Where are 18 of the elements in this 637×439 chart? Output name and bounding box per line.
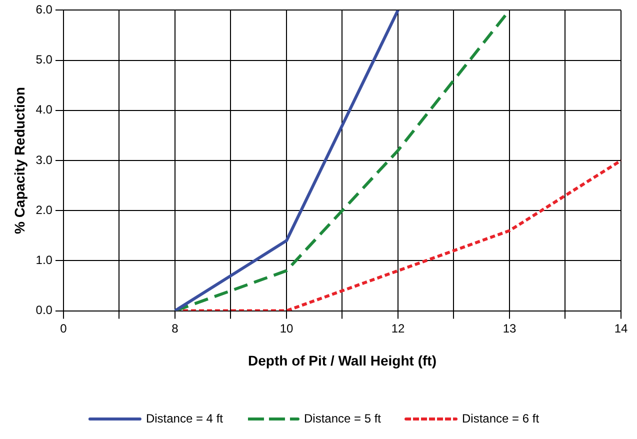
y-tick-label: 0.0: [36, 303, 53, 318]
y-axis-title: % Capacity Reduction: [11, 86, 28, 234]
x-tick-label: 8: [172, 321, 179, 336]
y-tick-label: 3.0: [36, 152, 53, 167]
x-axis-title: Depth of Pit / Wall Height (ft): [248, 352, 436, 368]
x-tick-label: 0: [60, 321, 68, 336]
legend-label: Distance = 6 ft: [462, 411, 540, 426]
x-tick-label: 10: [280, 321, 294, 336]
x-tick-label: 13: [502, 321, 516, 336]
legend-label: Distance = 4 ft: [146, 411, 224, 426]
y-tick-label: 6.0: [36, 2, 53, 17]
legend-label: Distance = 5 ft: [304, 411, 382, 426]
y-tick-label: 1.0: [36, 253, 53, 268]
x-tick-label: 12: [391, 321, 405, 336]
x-tick-label: 14: [614, 321, 628, 336]
y-tick-label: 2.0: [36, 202, 53, 217]
y-tick-label: 5.0: [36, 52, 53, 67]
y-tick-label: 4.0: [36, 102, 53, 117]
